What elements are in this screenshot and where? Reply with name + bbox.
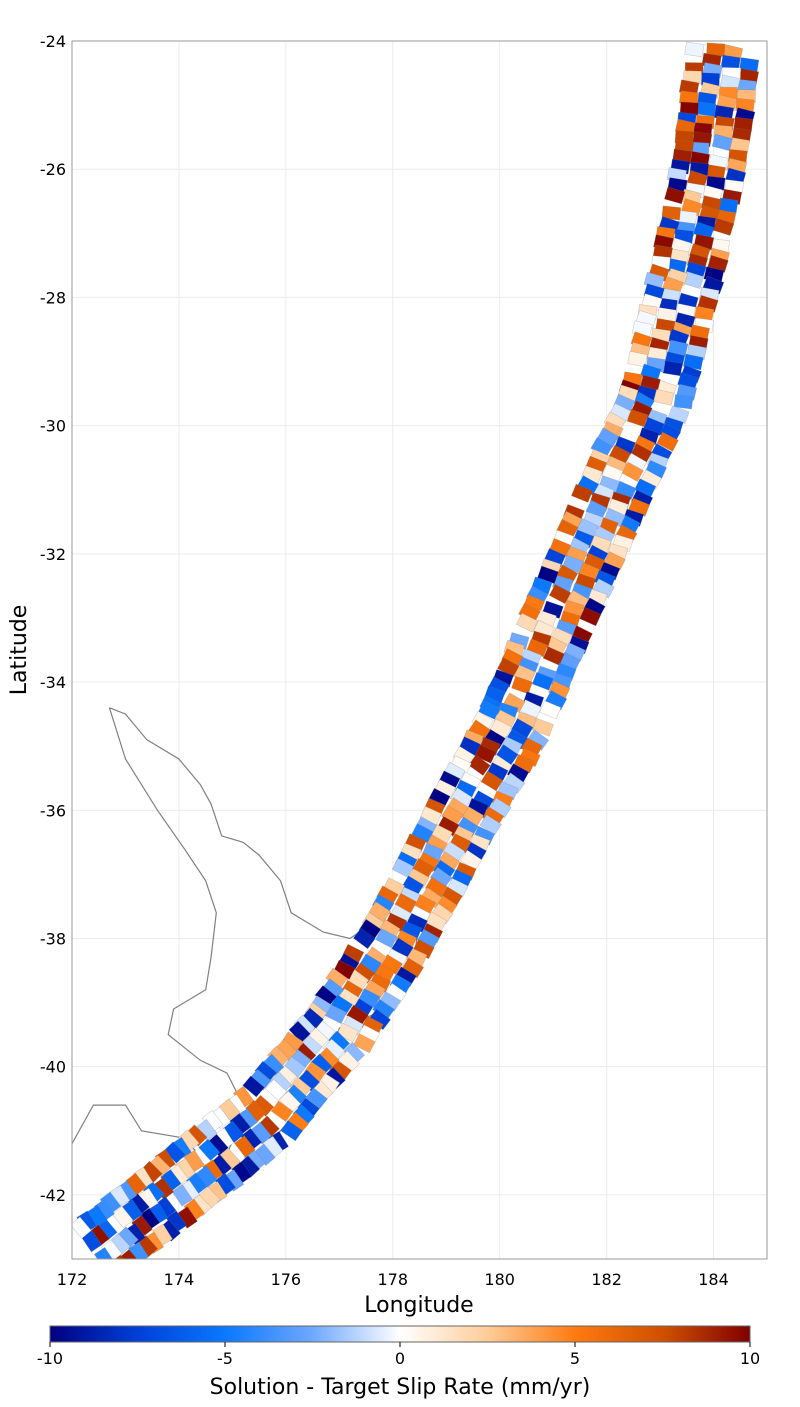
fault-patch	[627, 350, 648, 368]
y-tick-label: -26	[40, 160, 66, 179]
fault-patch	[280, 1120, 303, 1142]
fault-patch	[712, 217, 735, 236]
fault-patch	[368, 901, 392, 923]
fault-patch	[656, 431, 679, 452]
fault-patch	[198, 1138, 221, 1162]
fault-patch	[102, 1260, 123, 1282]
x-axis-ticks: 172 174 176 178 180 182 184	[57, 1270, 729, 1289]
x-tick-label: 176	[271, 1270, 302, 1289]
fault-patch	[352, 927, 376, 950]
fault-patches	[72, 41, 760, 1282]
fault-patch	[516, 612, 539, 633]
fault-patch	[353, 1033, 376, 1054]
x-tick-label: 180	[484, 1270, 515, 1289]
y-axis-ticks: -24 -26 -28 -30 -32 -34 -36 -38 -40 -42	[40, 32, 66, 1205]
colorbar-ticks: -10 -5 0 5 10	[37, 1342, 760, 1368]
fault-patch	[653, 388, 675, 406]
x-tick-label: 178	[377, 1270, 408, 1289]
fault-patch	[242, 1075, 265, 1098]
x-tick-label: 172	[57, 1270, 88, 1289]
y-tick-label: -36	[40, 801, 66, 820]
y-tick-label: -42	[40, 1186, 66, 1205]
fault-patch	[72, 1216, 92, 1239]
fault-patch	[542, 646, 565, 666]
fault-patch	[264, 1078, 288, 1102]
fault-patch	[479, 814, 502, 836]
fault-patch	[480, 770, 504, 792]
colorbar-title: Solution - Target Slip Rate (mm/yr)	[210, 1375, 591, 1400]
y-tick-label: -24	[40, 32, 66, 51]
x-tick-label: 184	[698, 1270, 729, 1289]
y-tick-label: -28	[40, 288, 66, 307]
y-tick-label: -30	[40, 417, 66, 436]
fault-patch	[696, 101, 717, 117]
y-tick-label: -38	[40, 929, 66, 948]
fault-patch	[218, 1098, 241, 1121]
fault-patch	[532, 718, 554, 737]
fault-patch	[664, 186, 686, 205]
x-tick-label: 182	[591, 1270, 622, 1289]
fault-patch	[234, 1135, 256, 1158]
y-axis-title: Latitude	[7, 605, 32, 696]
colorbar-tick-label: 0	[395, 1349, 405, 1368]
fault-patch	[305, 1087, 328, 1110]
colorbar-tick-label: 10	[740, 1349, 760, 1368]
fault-patch	[93, 1246, 115, 1259]
y-tick-label: -32	[40, 545, 66, 564]
fault-patch	[684, 41, 705, 58]
colorbar-tick-label: 5	[570, 1349, 580, 1368]
fault-patch	[111, 1205, 134, 1229]
fault-patch	[673, 394, 694, 410]
fault-patch	[478, 700, 501, 720]
fault-patch	[468, 754, 491, 776]
fault-patch	[511, 675, 533, 695]
fault-patch	[711, 133, 733, 152]
x-axis-title: Longitude	[364, 1293, 473, 1318]
fault-patch	[336, 1022, 359, 1043]
fault-patch	[579, 606, 602, 627]
fault-patch	[548, 583, 572, 605]
fault-patch	[171, 1184, 193, 1207]
colorbar-tick-label: -5	[217, 1349, 233, 1368]
fault-patch	[571, 483, 593, 503]
fault-patch	[531, 671, 554, 691]
fault-patch	[375, 928, 398, 949]
plot-area	[72, 41, 767, 1259]
y-tick-label: -34	[40, 673, 66, 692]
fault-patch	[539, 700, 562, 720]
fault-patch	[118, 1249, 141, 1259]
y-tick-label: -40	[40, 1058, 66, 1077]
fault-patch	[391, 857, 415, 878]
colorbar	[49, 1325, 751, 1343]
plot-frame	[71, 40, 768, 1260]
x-tick-label: 174	[164, 1270, 195, 1289]
fault-patch	[288, 1020, 311, 1044]
fault-patch	[662, 360, 683, 377]
fault-patch	[270, 1100, 294, 1122]
fault-patch	[626, 408, 649, 428]
colorbar-tick-label: -10	[37, 1349, 63, 1368]
